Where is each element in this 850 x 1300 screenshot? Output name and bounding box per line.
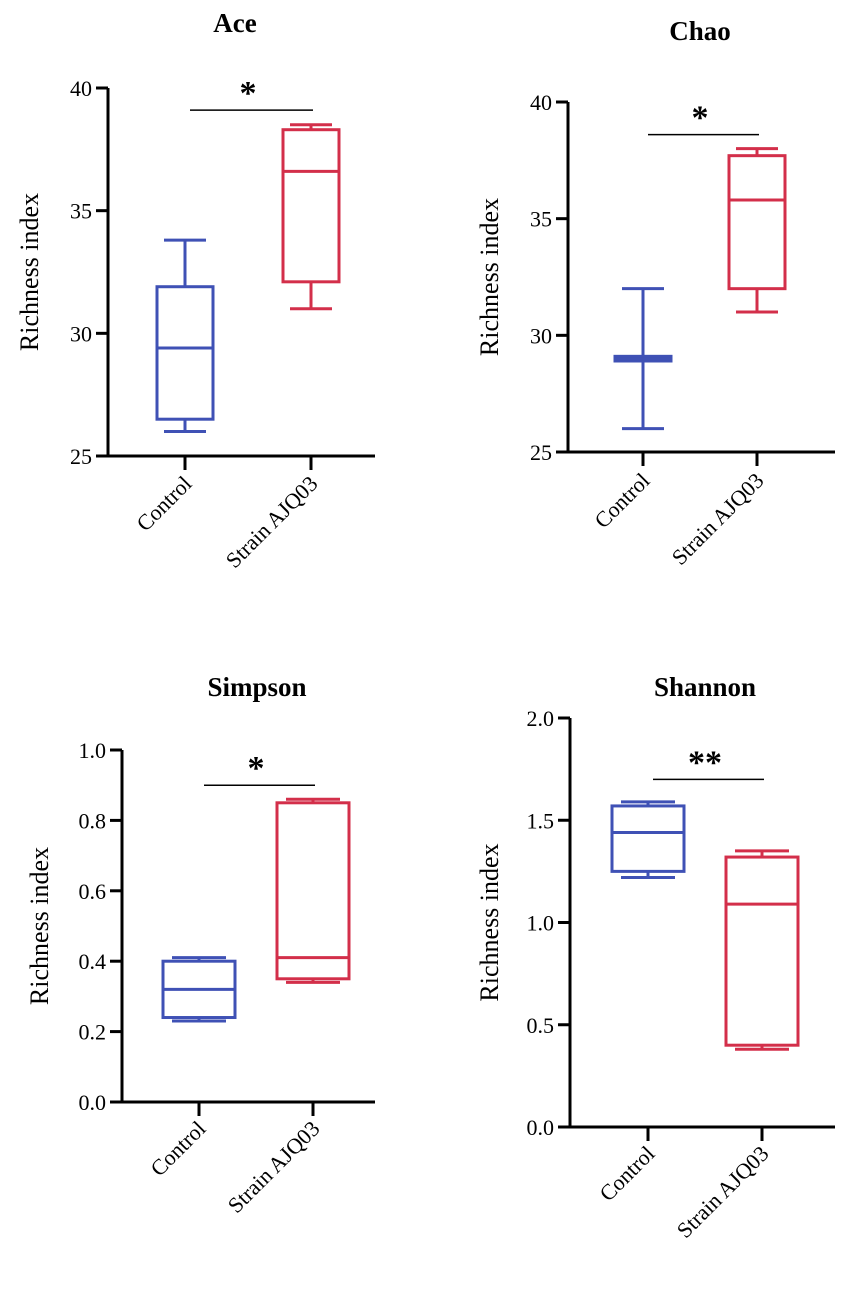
y-tick-label: 2.0 <box>527 706 555 731</box>
box-control <box>155 238 215 433</box>
box-strain <box>281 123 341 311</box>
y-tick-label: 25 <box>530 440 552 465</box>
y-axis-label: Richness index <box>15 193 44 351</box>
x-category-label: Strain AJQ03 <box>223 1116 325 1218</box>
chart-title: Shannon <box>654 672 756 702</box>
y-tick-label: 0.5 <box>527 1013 555 1038</box>
box-strain <box>724 849 800 1051</box>
x-category-label: Strain AJQ03 <box>667 468 769 570</box>
box-strain <box>275 797 351 984</box>
y-tick-label: 30 <box>70 321 92 346</box>
x-category-label: Control <box>131 471 196 536</box>
y-tick-label: 25 <box>70 444 92 469</box>
y-tick-label: 1.0 <box>79 738 107 763</box>
x-category-label: Strain AJQ03 <box>221 471 323 573</box>
y-axis-label: Richness index <box>475 843 504 1001</box>
significance-label: * <box>248 750 265 787</box>
y-tick-label: 1.5 <box>527 808 555 833</box>
y-tick-label: 35 <box>530 207 552 232</box>
significance-label: * <box>240 75 257 112</box>
iqr-box <box>281 128 341 284</box>
panel-chao: Chao Richness index 25 30 35 40 Control Strain … <box>475 16 835 570</box>
iqr-box <box>724 855 800 1047</box>
y-tick-label: 0.0 <box>79 1090 107 1115</box>
x-category-label: Control <box>145 1116 210 1181</box>
significance-label: ** <box>688 744 722 781</box>
iqr-box <box>275 801 351 981</box>
panel-shannon: Shannon Richness index 0.0 0.5 1.0 1.5 2.0 Cont… <box>475 672 835 1243</box>
y-tick-label: 0.8 <box>79 808 107 833</box>
chart-title: Ace <box>213 8 256 38</box>
iqr-box <box>155 285 215 421</box>
y-tick-label: 0.4 <box>79 949 107 974</box>
x-category-label: Strain AJQ03 <box>672 1141 774 1243</box>
y-tick-label: 0.2 <box>79 1020 107 1045</box>
y-tick-label: 0.0 <box>527 1115 555 1140</box>
iqr-box <box>727 154 787 291</box>
y-tick-label: 40 <box>530 90 552 115</box>
box-control <box>161 956 237 1023</box>
iqr-box <box>610 804 686 873</box>
x-category-label: Control <box>589 468 654 533</box>
box-control <box>613 287 673 431</box>
panel-simpson: Simpson Richness index 0.0 0.2 0.4 0.6 0.8 1.0 C… <box>25 672 375 1218</box>
y-axis-label: Richness index <box>475 198 504 356</box>
panel-ace: Ace Richness index 25 30 35 40 Control Strain A… <box>15 8 375 573</box>
y-tick-label: 35 <box>70 199 92 224</box>
y-tick-label: 1.0 <box>527 911 555 936</box>
y-axis-label: Richness index <box>25 847 54 1005</box>
y-tick-label: 30 <box>530 323 552 348</box>
box-control <box>610 800 686 880</box>
chart-title: Chao <box>669 16 731 46</box>
y-tick-label: 0.6 <box>79 879 107 904</box>
box-strain <box>727 147 787 314</box>
y-tick-label: 40 <box>70 76 92 101</box>
x-category-label: Control <box>594 1141 659 1206</box>
significance-label: * <box>692 100 709 137</box>
chart-title: Simpson <box>207 672 306 702</box>
